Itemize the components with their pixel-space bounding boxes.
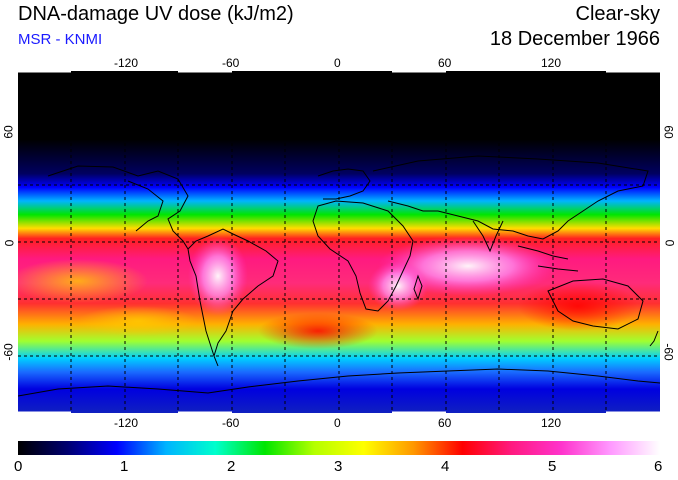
- lat-tick-right-2: 0: [662, 239, 677, 247]
- lon-tick-top-2: -60: [222, 56, 240, 70]
- lat-tick-left-1: 60: [1, 125, 16, 139]
- colorbar-label-5: 5: [548, 458, 557, 475]
- lon-tick-bottom-5: 120: [541, 416, 562, 430]
- source-label: MSR - KNMI: [18, 31, 103, 48]
- map-date: 18 December 1966: [489, 28, 660, 50]
- map-title: DNA-damage UV dose (kJ/m2): [18, 3, 294, 25]
- lon-tick-top-1: -120: [114, 56, 139, 70]
- colorbar-label-2: 2: [227, 458, 236, 475]
- colorbar-label-1: 1: [120, 458, 129, 475]
- lat-tick-left-3: -60: [1, 343, 16, 361]
- colorbar-label-4: 4: [441, 458, 450, 475]
- colorbar-label-6: 6: [654, 458, 663, 475]
- lon-tick-top-4: 60: [438, 56, 452, 70]
- uv-dose-map: [18, 71, 660, 413]
- lon-tick-bottom-3: 0: [334, 416, 341, 430]
- lat-tick-right-3: -60: [661, 343, 676, 361]
- colorbar-label-0: 0: [14, 458, 23, 475]
- lon-tick-bottom-1: -120: [114, 416, 139, 430]
- lon-tick-bottom-2: -60: [222, 416, 240, 430]
- colorbar-label-3: 3: [334, 458, 343, 475]
- lon-tick-top-3: 0: [334, 56, 341, 70]
- lon-tick-top-5: 120: [541, 56, 562, 70]
- lon-tick-bottom-4: 60: [438, 416, 452, 430]
- sky-condition: Clear-sky: [575, 3, 660, 25]
- colorbar: [18, 441, 660, 455]
- lat-tick-right-1: 60: [661, 125, 676, 139]
- lat-tick-left-2: 0: [2, 239, 17, 247]
